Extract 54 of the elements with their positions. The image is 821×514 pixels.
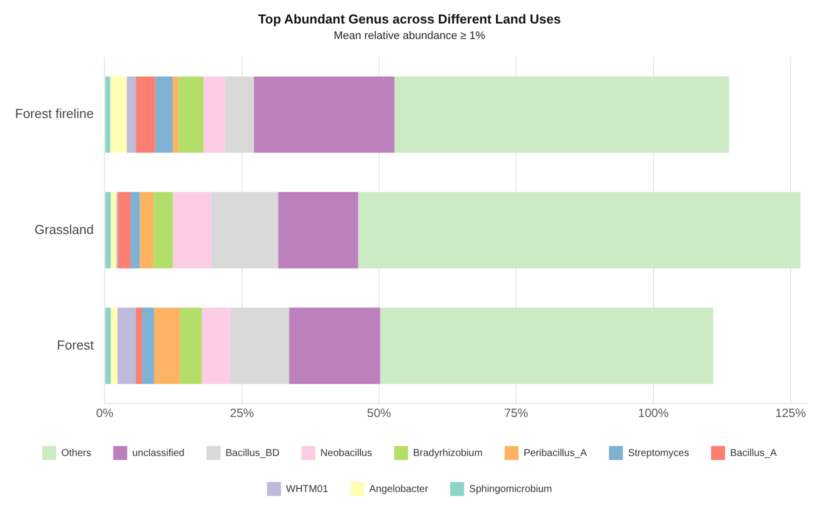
x-tick-label: 125%: [775, 406, 806, 420]
legend-label: Angelobacter: [369, 484, 429, 495]
bar: [178, 76, 204, 153]
bar: [254, 76, 394, 153]
bar: [136, 308, 142, 384]
legend-label: Streptomyces: [628, 448, 690, 459]
bar: [130, 192, 140, 268]
bar: [105, 308, 111, 384]
bar: [202, 308, 230, 384]
chart-title: Top Abundant Genus across Different Land Uses: [258, 11, 561, 26]
bar: [117, 308, 136, 384]
legend-label: Bradyrhizobium: [413, 448, 483, 459]
x-tick-label: 100%: [638, 406, 670, 420]
bar: [140, 192, 154, 268]
bar: [230, 308, 290, 384]
legend-label: Neobacillus: [320, 448, 372, 459]
chart-subtitle: Mean relative abundance ≥ 1%: [334, 30, 486, 42]
bar: [154, 192, 173, 268]
x-tick-label: 50%: [367, 406, 392, 420]
legend-label: Bacillus_BD: [226, 448, 280, 459]
legend-label: unclassified: [132, 448, 185, 459]
x-tick-label: 75%: [504, 406, 529, 420]
bar: [126, 76, 136, 153]
y-tick-label: Grassland: [34, 222, 94, 237]
bar: [224, 76, 254, 153]
bar: [289, 308, 380, 384]
legend-label: Sphingomicrobium: [469, 484, 552, 495]
bar: [204, 76, 225, 153]
legend-label: WHTM01: [286, 484, 329, 495]
bar: [380, 308, 714, 384]
bar: [154, 308, 180, 384]
bar: [105, 76, 110, 153]
bar: [136, 76, 156, 153]
bar: [172, 192, 212, 268]
bar: [180, 308, 202, 384]
bar: [110, 76, 127, 153]
bar: [110, 308, 118, 384]
bar: [142, 308, 154, 384]
legend-label: Others: [61, 448, 92, 459]
x-tick-label: 25%: [230, 406, 254, 420]
x-tick-label: 0%: [96, 406, 114, 420]
legend-label: Bacillus_A: [730, 448, 778, 459]
bar: [172, 76, 178, 153]
bar: [155, 76, 173, 153]
bar: [110, 192, 116, 268]
bar: [118, 192, 131, 268]
bar: [358, 192, 800, 268]
bar: [278, 192, 358, 268]
bar: [105, 192, 111, 268]
y-tick-label: Forest fireline: [15, 106, 94, 122]
y-tick-label: Forest: [56, 337, 94, 352]
legend-label: Peribacillus_A: [524, 448, 588, 459]
bar: [211, 192, 278, 268]
bar: [394, 76, 730, 153]
